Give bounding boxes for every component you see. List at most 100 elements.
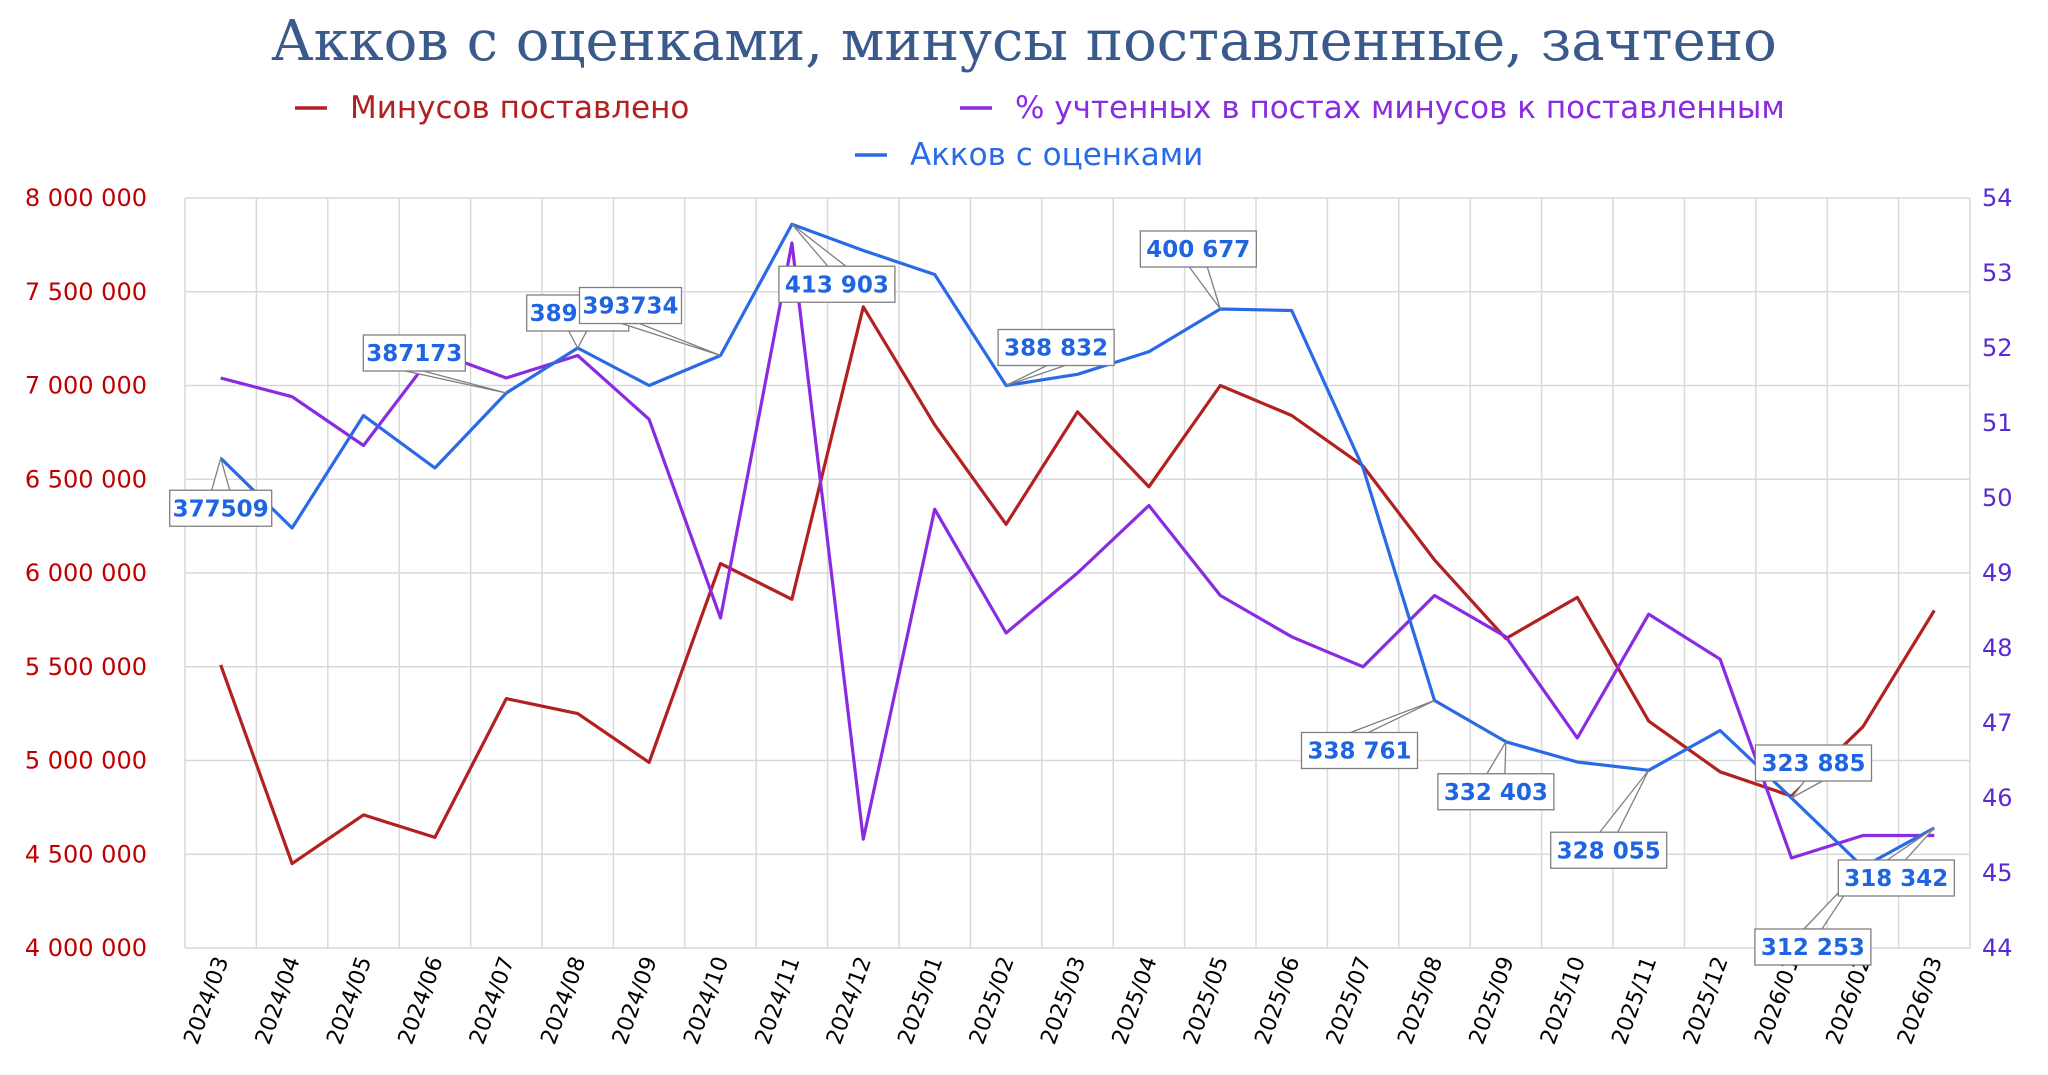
x-tick-label: 2025/08 xyxy=(1393,954,1448,1048)
x-axis: 2024/03 2024/04 2024/05 2024/06 2024/07 2024/… xyxy=(180,954,1948,1048)
chart-title: Акков с оценками, минусы поставленные, з… xyxy=(271,9,1777,74)
callout-pointer xyxy=(1598,769,1650,833)
y-left-tick-label: 7 000 000 xyxy=(25,372,147,400)
callout-box xyxy=(1837,859,1955,897)
y-right-tick-label: 54 xyxy=(1982,184,2013,212)
callout-label: 393734 xyxy=(582,294,678,320)
callout-label: 413 903 xyxy=(785,272,889,298)
y-right-tick-label: 48 xyxy=(1982,634,2013,662)
y-right-tick-label: 44 xyxy=(1982,934,2013,962)
callout: 387173 xyxy=(362,334,507,394)
x-tick-label: 2026/03 xyxy=(1893,954,1948,1048)
y-axis-right: 44 45 46 47 48 49 50 51 52 53 54 xyxy=(1982,184,2013,962)
callout-box xyxy=(362,334,466,372)
callout-pointer xyxy=(1485,741,1507,775)
x-tick-label: 2025/04 xyxy=(1108,954,1163,1048)
callout-box xyxy=(1550,831,1668,869)
y-left-tick-label: 5 000 000 xyxy=(25,747,147,775)
callout-label: 387173 xyxy=(366,341,462,367)
series xyxy=(219,222,1936,869)
x-tick-label: 2024/05 xyxy=(322,954,377,1048)
x-tick-label: 2024/10 xyxy=(679,954,734,1048)
y-left-tick-label: 8 000 000 xyxy=(25,184,147,212)
callout: 393734 xyxy=(578,286,721,357)
callout-box xyxy=(578,286,683,325)
callout-box xyxy=(1437,773,1555,811)
x-tick-label: 2024/08 xyxy=(537,954,592,1048)
callout-label: 312 253 xyxy=(1761,935,1865,961)
callout: 332 403 xyxy=(1437,741,1555,811)
callout-label: 318 342 xyxy=(1844,866,1948,892)
callout: 318 342 xyxy=(1837,827,1955,897)
x-tick-label: 2025/02 xyxy=(965,954,1020,1048)
legend-label: Минусов поставлено xyxy=(350,90,689,126)
y-left-tick-label: 4 500 000 xyxy=(25,840,147,868)
series-line-1 xyxy=(220,241,1935,860)
x-tick-label: 2024/11 xyxy=(751,954,806,1048)
x-tick-label: 2025/03 xyxy=(1036,954,1091,1048)
callout-label: 400 677 xyxy=(1146,237,1250,263)
y-right-tick-label: 50 xyxy=(1982,484,2013,512)
y-right-tick-label: 47 xyxy=(1982,709,2013,737)
callout-box xyxy=(1754,928,1872,966)
y-right-tick-label: 53 xyxy=(1982,259,2013,287)
y-left-tick-label: 7 500 000 xyxy=(25,278,147,306)
callout-label: 332 403 xyxy=(1444,780,1548,806)
callout: 328 055 xyxy=(1550,769,1668,869)
x-tick-label: 2024/07 xyxy=(465,954,520,1048)
callout-label: 338 761 xyxy=(1307,739,1411,765)
callout: 338 761 xyxy=(1300,699,1435,770)
y-axis-left: 4 000 000 4 500 000 5 000 000 5 500 000 6 00… xyxy=(25,184,147,962)
y-left-tick-label: 4 000 000 xyxy=(25,934,147,962)
callout-box xyxy=(1139,230,1257,268)
callout: 388 832 xyxy=(997,328,1115,387)
x-tick-label: 2025/05 xyxy=(1179,954,1234,1048)
series-line-0 xyxy=(219,305,1936,866)
y-right-tick-label: 51 xyxy=(1982,409,2013,437)
x-tick-label: 2025/07 xyxy=(1322,954,1377,1048)
legend: Минусов поставлено % учтенных в постах ми… xyxy=(295,90,1785,173)
y-right-tick-label: 46 xyxy=(1982,784,2013,812)
callout-box xyxy=(1300,731,1419,770)
x-tick-label: 2024/04 xyxy=(251,954,306,1048)
callout-pointer xyxy=(1005,364,1066,387)
x-tick-label: 2025/06 xyxy=(1251,954,1306,1048)
x-tick-label: 2024/06 xyxy=(394,954,449,1048)
x-tick-label: 2025/01 xyxy=(894,954,949,1048)
x-tick-label: 2024/03 xyxy=(180,954,235,1048)
callout-pointer xyxy=(405,370,507,394)
x-tick-label: 2025/09 xyxy=(1465,954,1520,1048)
callout-pointer xyxy=(791,223,848,267)
y-right-tick-label: 45 xyxy=(1982,859,2013,887)
y-right-tick-label: 52 xyxy=(1982,334,2013,362)
callout-pointer xyxy=(1885,827,1935,861)
callout-pointer xyxy=(621,322,721,357)
x-tick-label: 2024/12 xyxy=(822,954,877,1048)
y-left-tick-label: 5 500 000 xyxy=(25,653,147,681)
x-tick-label: 2025/10 xyxy=(1536,954,1591,1048)
legend-label: Акков с оценками xyxy=(910,137,1203,173)
callout-label: 328 055 xyxy=(1557,838,1661,864)
callout-box xyxy=(778,265,896,303)
callout-label: 388 832 xyxy=(1004,336,1108,362)
y-left-tick-label: 6 500 000 xyxy=(25,465,147,493)
x-tick-label: 2024/09 xyxy=(608,954,663,1048)
grid xyxy=(184,197,1971,949)
callout-box xyxy=(1754,744,1873,782)
y-right-tick-label: 49 xyxy=(1982,559,2013,587)
callout-label: 377509 xyxy=(173,496,269,522)
callout: 377509 xyxy=(169,455,273,527)
callout-pointer xyxy=(1188,266,1221,310)
callout-label: 323 885 xyxy=(1761,751,1865,777)
callout-box xyxy=(997,328,1115,367)
callout-box xyxy=(169,489,273,527)
legend-label: % учтенных в постах минусов к поставленн… xyxy=(1015,90,1785,126)
callout: 323 885 xyxy=(1754,744,1873,799)
x-tick-label: 2026/02 xyxy=(1822,954,1877,1048)
callout-pointer xyxy=(1350,699,1435,734)
callout-pointer xyxy=(567,330,588,350)
y-left-tick-label: 6 000 000 xyxy=(25,559,147,587)
callout: 413 903 xyxy=(778,223,896,303)
